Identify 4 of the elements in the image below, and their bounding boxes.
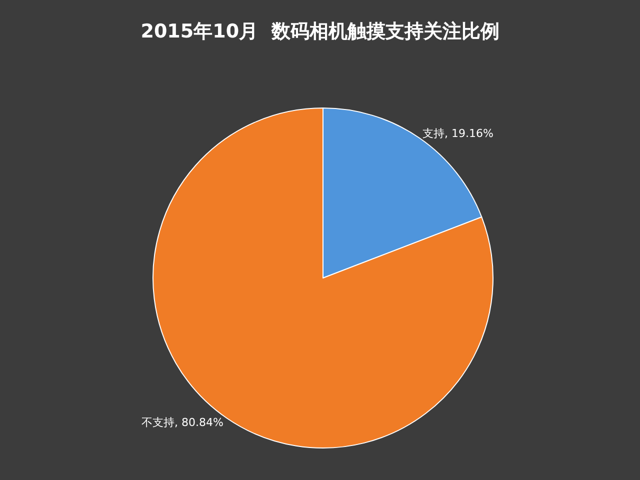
chart-title: 2015年10月 数码相机触摸支持关注比例	[140, 20, 500, 42]
slice-label: 不支持, 80.84%	[142, 416, 224, 430]
slice-label: 支持, 19.16%	[422, 126, 494, 140]
pie-slice	[152, 108, 494, 448]
